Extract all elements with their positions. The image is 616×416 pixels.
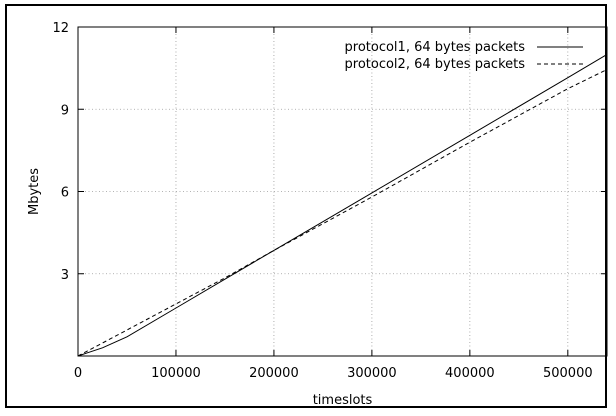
y-axis-label: Mbytes <box>27 168 42 215</box>
y-tick-label: 12 <box>52 21 69 36</box>
legend: protocol1, 64 bytes packets protocol2, 64… <box>345 40 583 72</box>
axis-ticks: 0 100000 200000 300000 400000 500000 3 6 9 12 <box>52 21 607 381</box>
grid <box>78 27 607 356</box>
series-line-1 <box>77 53 608 357</box>
y-tick-label: 9 <box>61 103 69 118</box>
x-tick-label: 400000 <box>445 366 495 381</box>
x-tick-label: 0 <box>74 366 82 381</box>
chart-frame <box>5 4 607 408</box>
legend-label-2: protocol2, 64 bytes packets <box>345 57 526 72</box>
x-tick-label: 100000 <box>151 366 201 381</box>
y-tick-label: 6 <box>61 186 69 201</box>
x-tick-label: 300000 <box>347 366 397 381</box>
y-tick-label: 3 <box>61 268 69 283</box>
x-axis-label: timeslots <box>313 393 373 408</box>
series-lines <box>77 53 608 357</box>
plot-area <box>77 26 608 357</box>
x-tick-label: 200000 <box>249 366 299 381</box>
legend-label-1: protocol1, 64 bytes packets <box>345 40 526 55</box>
x-tick-label: 500000 <box>543 366 593 381</box>
series-line-2 <box>77 69 608 357</box>
